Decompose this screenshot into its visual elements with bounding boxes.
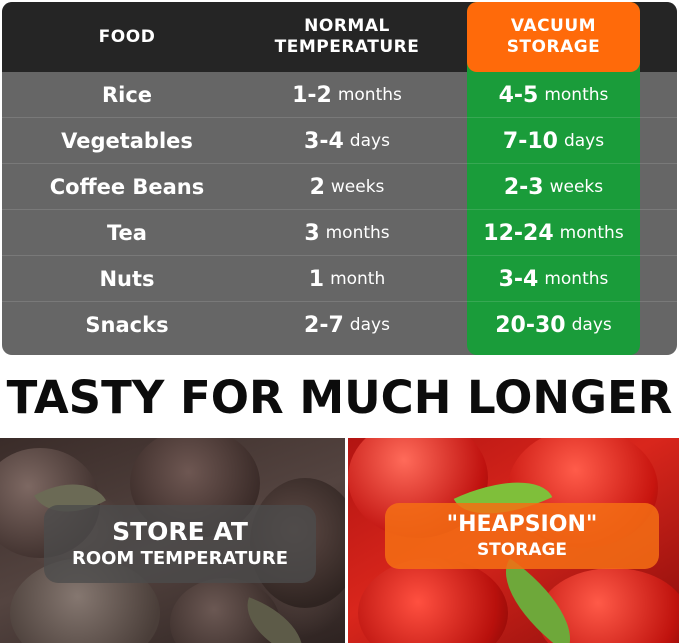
vacuum-header-highlight — [467, 2, 640, 72]
header-normal-temperature: NORMAL TEMPERATURE — [247, 2, 447, 72]
food-name: Nuts — [99, 267, 155, 291]
heapsion-badge-line1: "HEAPSION" — [446, 511, 598, 537]
normal-duration: 2 weeks — [309, 174, 385, 200]
food-name: Tea — [107, 221, 147, 245]
heapsion-badge-line2: STORAGE — [476, 539, 568, 560]
table-row: Vegetables 3-4 days 7-10 days — [2, 118, 677, 164]
vacuum-duration: 2-3 weeks — [503, 174, 604, 200]
table-row: Coffee Beans 2 weeks 2-3 weeks — [2, 164, 677, 210]
food-name: Snacks — [85, 313, 169, 337]
normal-duration: 3 months — [304, 220, 390, 246]
food-name: Rice — [101, 83, 153, 107]
vacuum-duration: 3-4 months — [498, 266, 609, 292]
header-vacuum-line1: VACUUM — [510, 16, 597, 36]
header-food: FOOD — [98, 26, 156, 47]
vacuum-duration: 4-5 months — [498, 82, 609, 108]
table-row: Rice 1-2 months 4-5 months — [2, 72, 677, 118]
heapsion-storage-badge: "HEAPSION" STORAGE — [385, 503, 659, 569]
table-body: Rice 1-2 months 4-5 months Vegetables 3-4 d… — [2, 72, 677, 348]
normal-duration: 1-2 months — [292, 82, 402, 108]
tagline-heading: TASTY FOR MUCH LONGER — [6, 371, 673, 424]
room-temperature-badge: STORE AT ROOM TEMPERATURE — [44, 505, 316, 583]
vacuum-duration: 12-24 months — [483, 220, 624, 246]
fresh-apple-shape — [358, 558, 508, 643]
table-row: Tea 3 months 12-24 months — [2, 210, 677, 256]
header-normal-line1: NORMAL — [304, 16, 390, 36]
room-badge-line1: STORE AT — [112, 517, 248, 546]
vacuum-duration: 20-30 days — [495, 312, 612, 338]
food-name: Coffee Beans — [49, 175, 205, 199]
table-row: Snacks 2-7 days 20-30 days — [2, 302, 677, 348]
header-vacuum-storage: VACUUM STORAGE — [467, 2, 640, 72]
header-normal-line2: TEMPERATURE — [274, 37, 420, 57]
table-row: Nuts 1 month 3-4 months — [2, 256, 677, 302]
vacuum-duration: 7-10 days — [502, 128, 605, 154]
normal-duration: 3-4 days — [304, 128, 390, 154]
storage-comparison-table: FOOD NORMAL TEMPERATURE VACUUM STORAGE R… — [2, 2, 677, 355]
room-badge-line2: ROOM TEMPERATURE — [71, 548, 289, 569]
header-vacuum-line2: STORAGE — [506, 37, 601, 57]
normal-duration: 1 month — [308, 266, 386, 292]
normal-duration: 2-7 days — [304, 312, 390, 338]
food-name: Vegetables — [61, 129, 193, 153]
